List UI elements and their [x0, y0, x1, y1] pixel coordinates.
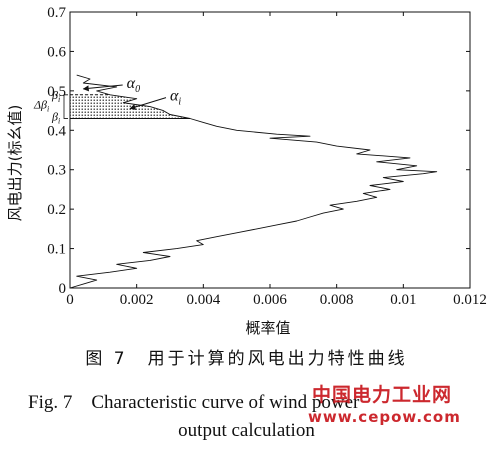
x-tick-label: 0.004 — [186, 292, 220, 308]
annotation-label: α0 — [127, 75, 140, 95]
wind-power-chart: 0 0.002 0.004 0.006 0.008 0.01 0.012 0 0.1 0.2 0.3… — [6, 5, 487, 337]
y-tick-label: 0.4 — [47, 123, 66, 139]
annotation-arrow — [82, 84, 123, 92]
y-tick-label: 0.5 — [47, 84, 66, 100]
x-tick-label: 0.002 — [120, 292, 154, 308]
y-tick-label: 0.2 — [47, 202, 66, 218]
y-tick-label: 0.1 — [47, 242, 66, 258]
x-tick-label: 0.012 — [453, 292, 487, 308]
y-tick-label: 0.6 — [47, 44, 66, 60]
y-tick-label: 0.3 — [47, 163, 66, 179]
plot-frame — [69, 11, 471, 289]
x-axis-label: 概率值 — [245, 319, 290, 337]
figure-caption-chinese: 图 7 用于计算的风电出力特性曲线 — [85, 349, 408, 369]
annotation-label: βi — [51, 88, 60, 104]
x-tick-label: 0.01 — [390, 292, 416, 308]
x-tick-label: 0 — [66, 292, 74, 308]
y-tick-label: 0 — [59, 281, 67, 297]
watermark-site-name: 中国电力工业网 — [312, 384, 453, 406]
x-tick-label: 0.006 — [253, 292, 287, 308]
y-axis-label: 风电出力(标幺值) — [6, 105, 24, 222]
annotation-label: βi — [51, 109, 60, 125]
probability-curve — [69, 74, 438, 289]
annotation-arrow — [129, 97, 167, 110]
interval-bracket — [63, 94, 68, 119]
annotation-label: αi — [170, 88, 181, 108]
figure-caption-english-line1: Fig. 7 Characteristic curve of wind powe… — [28, 392, 360, 413]
watermark-url: www.cepow.com — [308, 408, 461, 426]
figure-caption-english-line2: output calculation — [178, 420, 315, 441]
annotation-label: Δβi — [33, 98, 49, 114]
x-tick-label: 0.008 — [320, 292, 354, 308]
y-tick-label: 0.7 — [47, 5, 66, 21]
